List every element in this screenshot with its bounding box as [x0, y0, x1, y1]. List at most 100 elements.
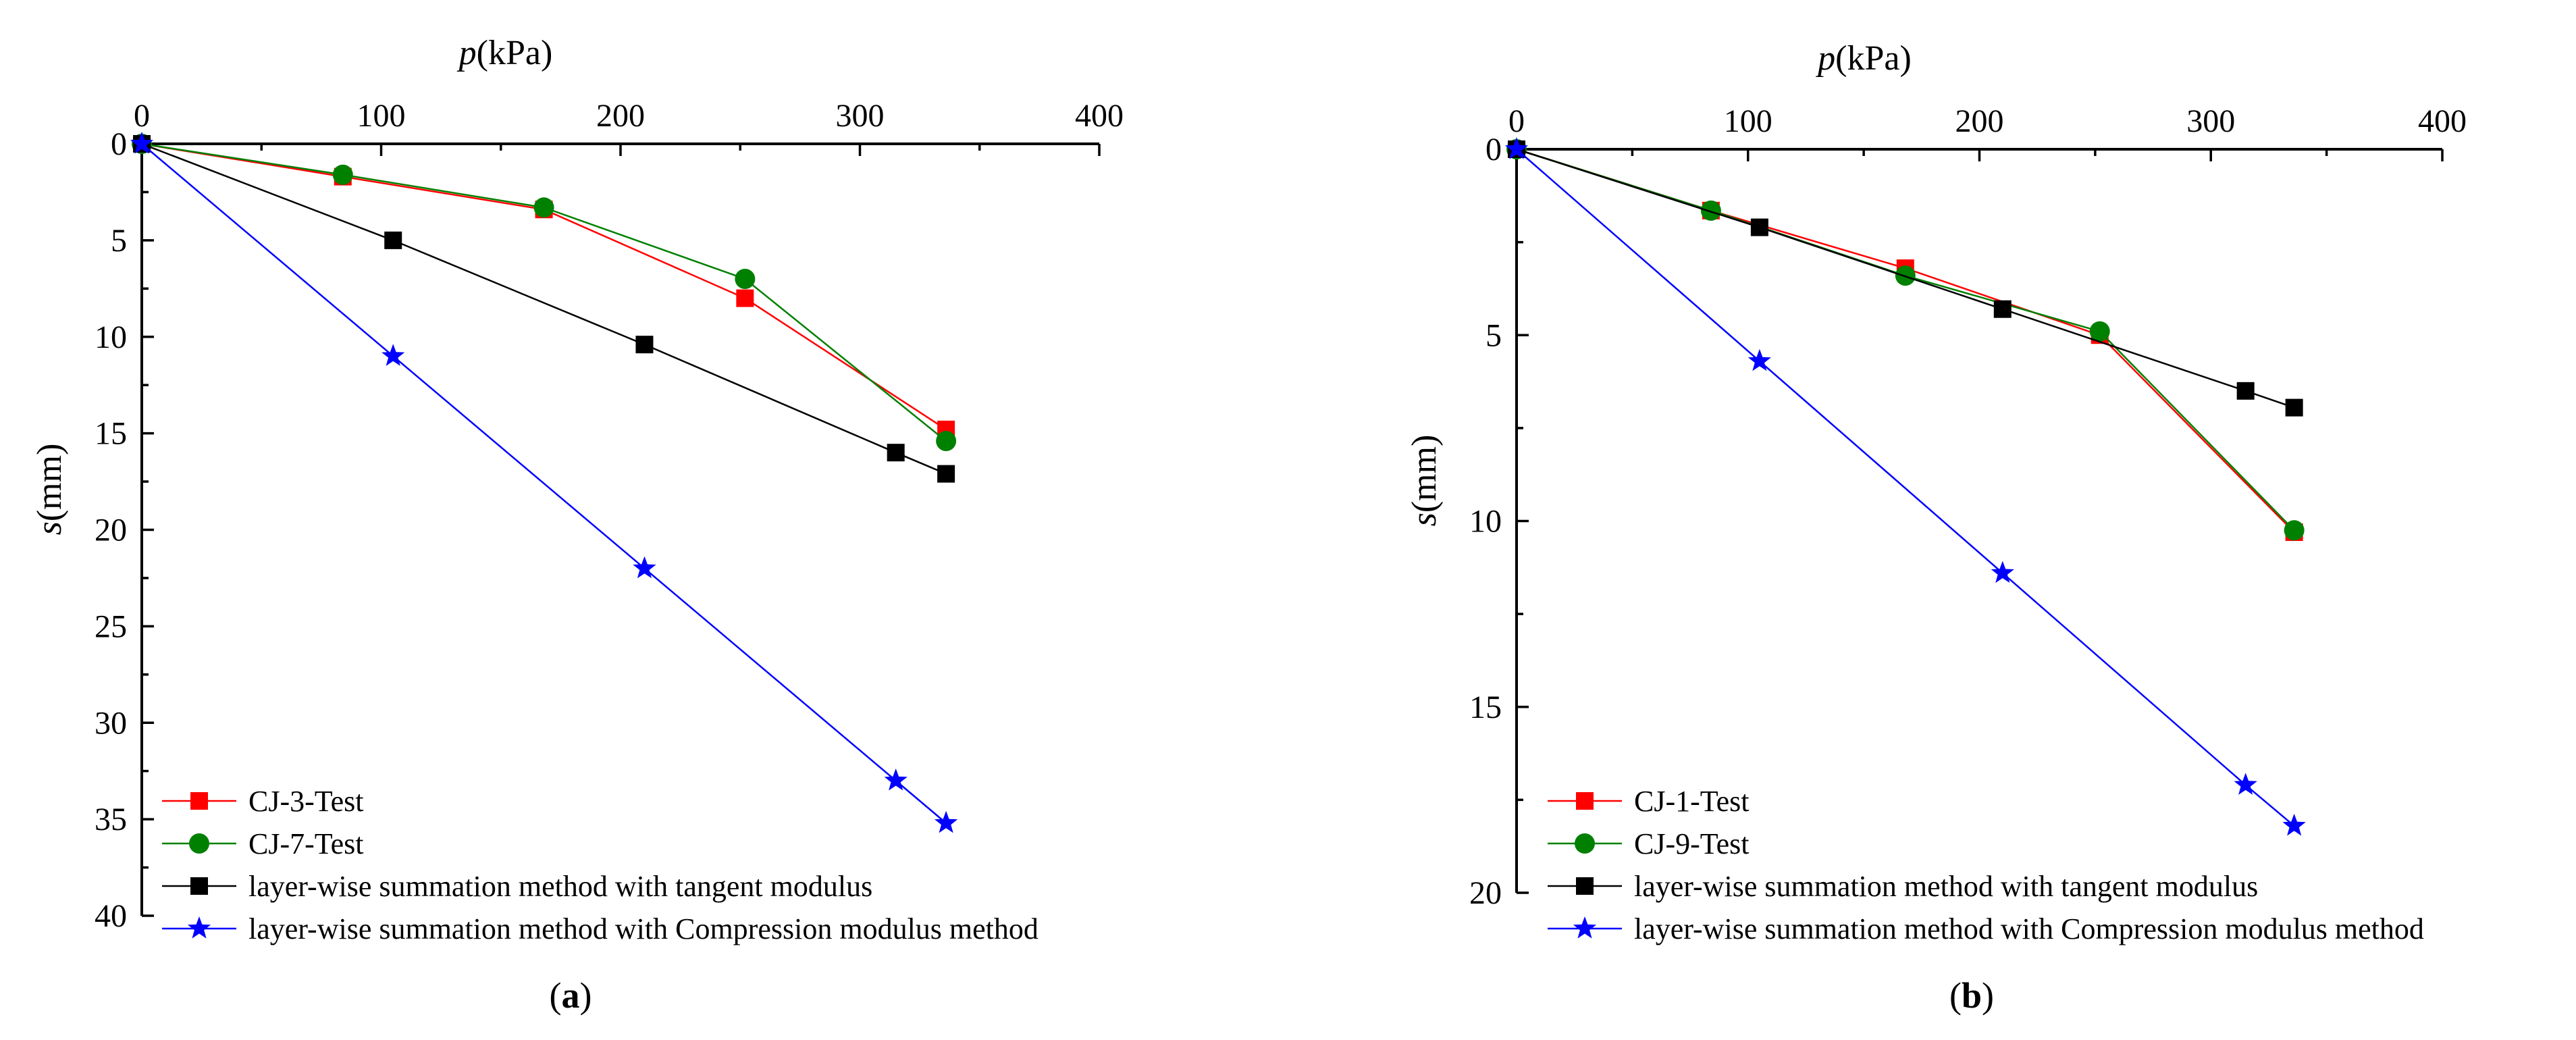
data-point: [936, 431, 957, 452]
y-tick-label: 30: [95, 705, 127, 741]
data-point: [382, 344, 405, 366]
panel-caption: (a): [550, 975, 592, 1016]
data-point: [935, 810, 958, 833]
series-line: [1516, 148, 2295, 533]
y-tick-label: 0: [111, 126, 127, 162]
legend-item: layer-wise summation method with tangent…: [1548, 870, 2258, 903]
data-point: [2236, 382, 2255, 400]
data-point: [384, 231, 402, 249]
legend: CJ-3-Test CJ-7-Test layer-wise summation m…: [162, 785, 1039, 945]
legend-marker: [1576, 877, 1594, 895]
legend-item: CJ-3-Test: [162, 785, 363, 818]
y-tick-label: 20: [1469, 875, 1502, 911]
caption-letter: b: [1962, 975, 1982, 1016]
y-tick-label: 25: [95, 608, 127, 644]
data-point: [1700, 200, 1721, 221]
y-axis-title-unit: (mm): [1405, 435, 1444, 513]
legend-label: layer-wise summation method with Compres…: [248, 912, 1039, 945]
data-point: [937, 465, 955, 483]
legend-item: CJ-7-Test: [162, 827, 363, 860]
panel-caption: (b): [1949, 975, 1994, 1016]
legend-marker: [1576, 792, 1594, 810]
series-line: [1516, 148, 2295, 531]
chart-panel-b: 0 100 200 300 400 0 5 10 15 20 p(kPa) s(mm) CJ-1-Tes…: [1405, 39, 2467, 1016]
legend-item: CJ-1-Test: [1548, 785, 1749, 818]
legend-marker: [189, 833, 209, 854]
legend-label: layer-wise summation method with tangent…: [1634, 870, 2258, 903]
data-point: [1504, 137, 1529, 159]
data-point: [2089, 321, 2110, 342]
legend-item: CJ-9-Test: [1548, 827, 1749, 860]
data-point: [533, 197, 554, 218]
series-line: [141, 142, 947, 430]
y-axis-title: s(mm): [30, 444, 69, 536]
data-point: [2282, 813, 2306, 836]
series-line: [141, 143, 947, 824]
data-point: [736, 289, 754, 307]
data-point: [633, 556, 656, 579]
data-point: [2284, 520, 2305, 541]
data-point: [735, 269, 756, 290]
y-axis-title-var: s: [1405, 513, 1444, 526]
legend-label: CJ-1-Test: [1634, 785, 1749, 818]
caption-letter: a: [562, 975, 580, 1016]
caption-close: ): [1982, 975, 1994, 1016]
legend-marker: [1575, 833, 1595, 854]
series-line: [1516, 149, 2295, 827]
legend: CJ-1-Test CJ-9-Test layer-wise summation m…: [1548, 785, 2424, 945]
data-point: [2285, 398, 2303, 417]
y-tick-label: 40: [95, 898, 127, 934]
legend-item: layer-wise summation method with tangent…: [162, 870, 872, 903]
series-1: [132, 134, 957, 452]
legend-marker: [1573, 916, 1597, 939]
x-tick-label: 200: [1955, 103, 2004, 139]
y-tick-label: 35: [95, 802, 127, 837]
y-axis-title: s(mm): [1405, 435, 1444, 527]
y-tick-label: 10: [95, 319, 127, 355]
y-tick-label: 10: [1469, 504, 1502, 540]
y-axis-title-unit: (mm): [30, 444, 69, 522]
series-0: [133, 135, 955, 438]
caption-open: (: [1949, 975, 1962, 1016]
series-3: [130, 132, 958, 833]
x-tick-label: 400: [1075, 98, 1124, 134]
x-axis-title-var: p: [1815, 39, 1835, 78]
x-tick-label: 100: [1724, 103, 1772, 139]
legend-marker: [190, 792, 208, 810]
x-axis-title: p(kPa): [456, 34, 553, 72]
series-3: [1504, 137, 2306, 836]
data-point: [332, 164, 353, 185]
legend-label: CJ-3-Test: [248, 785, 363, 818]
x-axis-title-unit: (kPa): [477, 34, 553, 72]
legend-label: layer-wise summation method with Compres…: [1634, 912, 2424, 945]
data-point: [1991, 561, 2014, 583]
legend-label: CJ-9-Test: [1634, 827, 1749, 860]
x-tick-label: 0: [1508, 103, 1525, 139]
legend-item: layer-wise summation method with Compres…: [1548, 912, 2424, 945]
x-tick-label: 100: [357, 98, 406, 134]
x-tick-label: 400: [2418, 103, 2467, 139]
x-tick-label: 300: [2186, 103, 2235, 139]
y-axis-title-var: s: [30, 521, 69, 535]
y-tick-label: 15: [95, 416, 127, 452]
y-tick-label: 0: [1486, 132, 1502, 167]
caption-open: (: [550, 975, 562, 1016]
series-0: [1508, 140, 2303, 542]
data-point: [887, 444, 905, 462]
series-1: [1506, 139, 2305, 541]
legend-marker: [187, 916, 211, 939]
x-tick-label: 0: [134, 98, 150, 134]
data-point: [635, 336, 654, 354]
data-point: [1747, 348, 1771, 371]
data-point: [130, 132, 154, 154]
x-axis-title-unit: (kPa): [1835, 39, 1912, 78]
data-point: [1993, 300, 2012, 318]
data-point: [884, 769, 908, 791]
caption-close: ): [580, 975, 592, 1016]
series-2: [133, 135, 955, 483]
chart-panel-a: 0 100 200 300 400 0 5 10 15 20 25 30 35 40 p(kPa) s(mm)…: [30, 34, 1124, 1016]
legend-marker: [190, 877, 208, 895]
legend-label: layer-wise summation method with tangent…: [248, 870, 872, 903]
series-line: [141, 142, 947, 442]
